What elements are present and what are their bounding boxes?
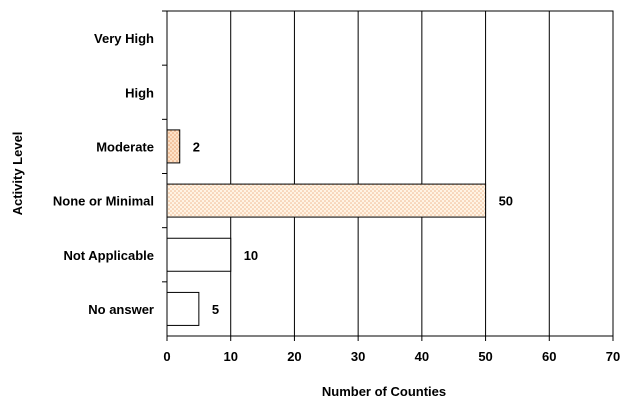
y-tick-label: High: [125, 85, 154, 100]
data-label: 10: [244, 248, 258, 263]
data-label: 2: [193, 139, 200, 154]
data-label: 50: [499, 194, 513, 209]
gridlines: [162, 10, 614, 341]
x-axis-title: Number of Counties: [322, 384, 446, 399]
data-label: 5: [212, 302, 219, 317]
bar: [166, 291, 200, 326]
x-tick-label: 50: [478, 349, 492, 364]
y-tick-labels: Very High High Moderate None or Minimal Not …: [53, 31, 154, 317]
bars: [166, 129, 487, 326]
data-labels: 2 50 10 5: [193, 139, 513, 316]
plot-frame: [166, 10, 614, 337]
x-tick-label: 40: [415, 349, 429, 364]
y-tick-label: None or Minimal: [53, 194, 154, 209]
x-tick-labels: 0 10 20 30 40 50 60 70: [163, 349, 620, 364]
y-tick-label: Very High: [94, 31, 154, 46]
y-tick-label: Moderate: [96, 139, 154, 154]
x-tick-label: 60: [542, 349, 556, 364]
y-tick-label: Not Applicable: [63, 248, 154, 263]
x-tick-label: 10: [223, 349, 237, 364]
bar: [166, 237, 232, 272]
x-tick-label: 0: [163, 349, 170, 364]
x-tick-label: 70: [606, 349, 620, 364]
y-axis-title: Activity Level: [10, 132, 25, 216]
x-tick-label: 30: [351, 349, 365, 364]
x-tick-label: 20: [287, 349, 301, 364]
bar: [166, 183, 487, 218]
bar: [166, 129, 181, 164]
y-tick-label: No answer: [88, 302, 154, 317]
